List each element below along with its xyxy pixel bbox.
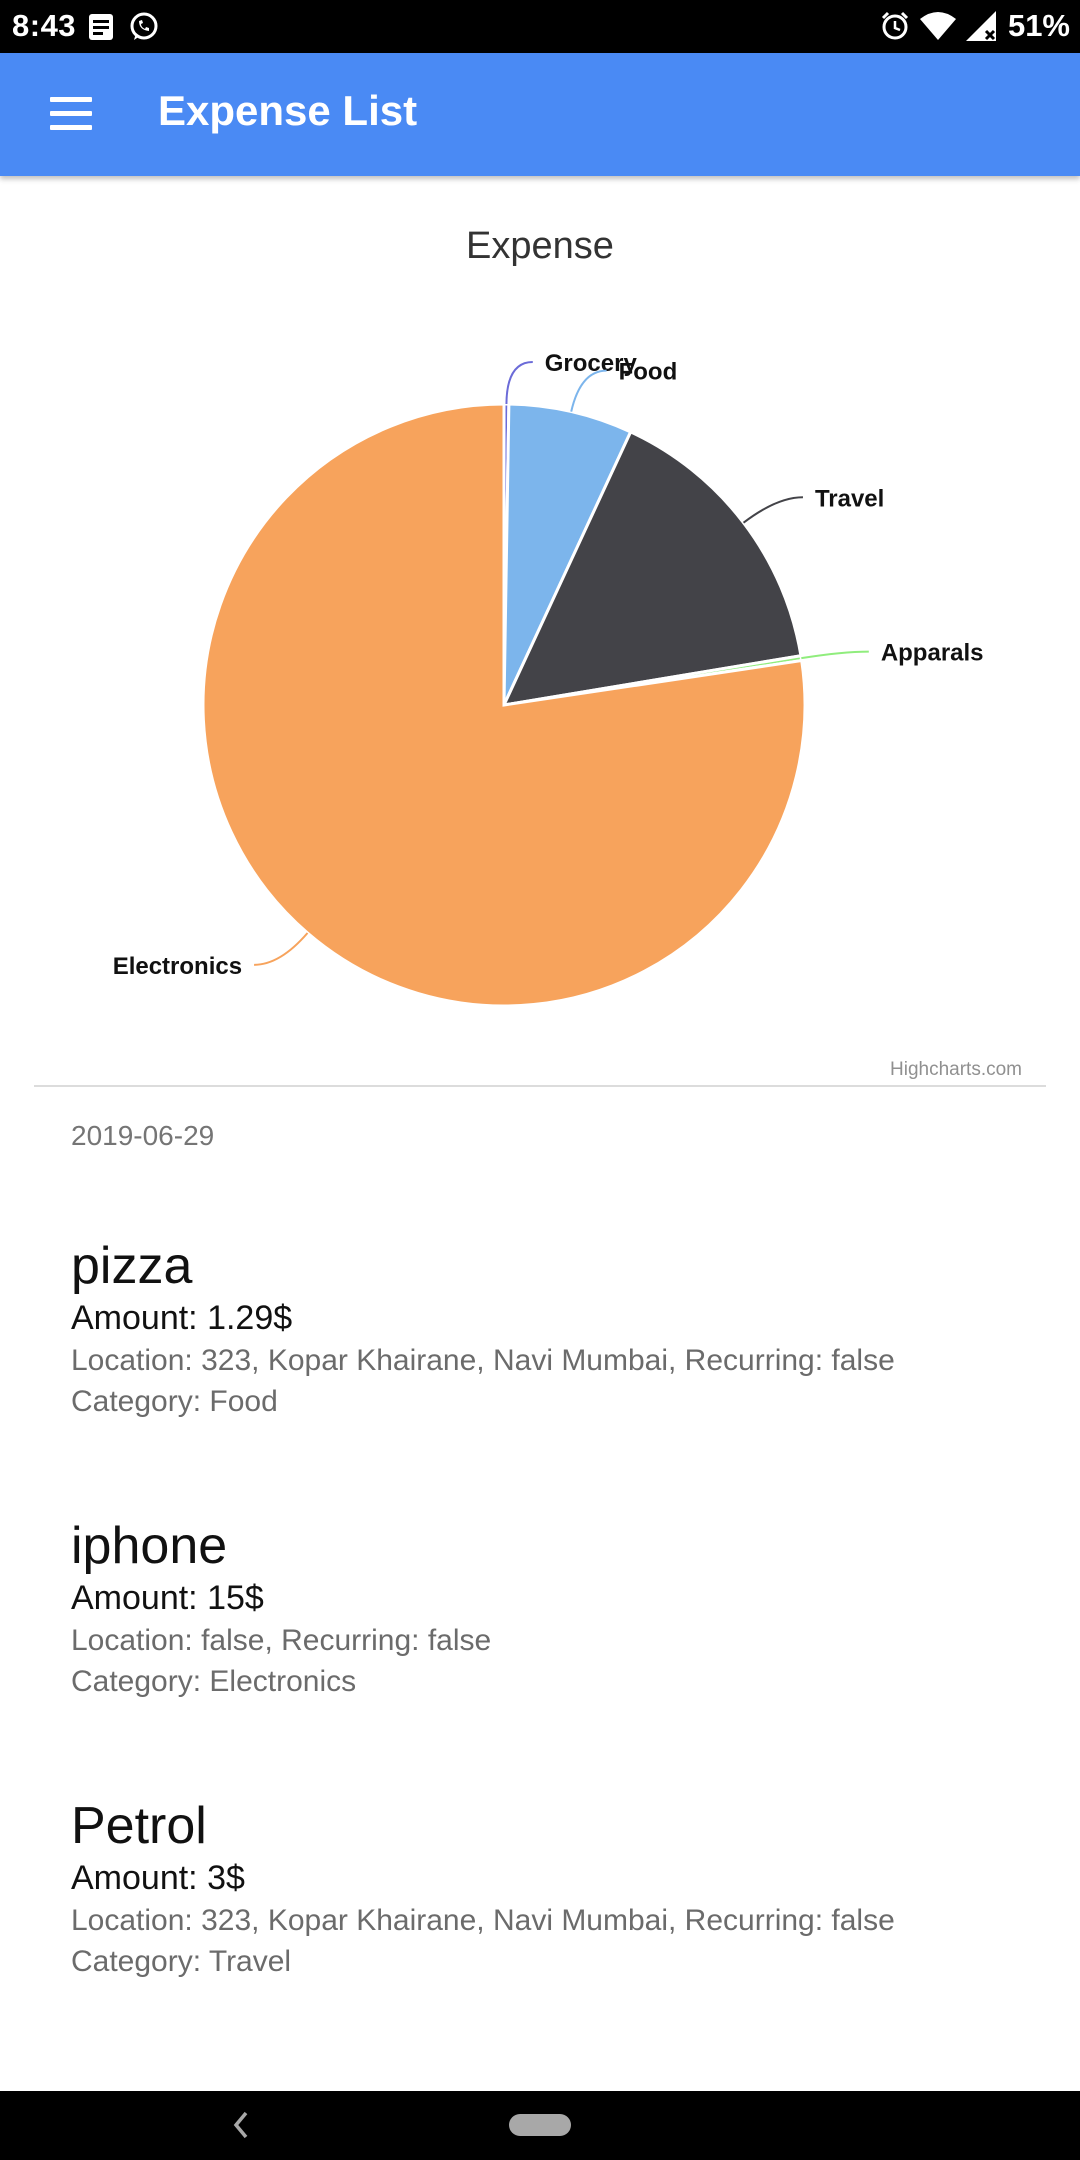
expense-name: pizza	[71, 1237, 193, 1295]
expense-amount: Amount: 3$	[71, 1859, 245, 1897]
pie-label-apparals: Apparals	[881, 640, 984, 667]
expense-item[interactable]: pizza Amount: 1.29$ Location: 323, Kopar…	[71, 1236, 1031, 1422]
expense-pie-chart: Expense Grocery Food Travel Apparals Electro…	[0, 176, 1080, 1088]
whatsapp-icon	[130, 12, 158, 40]
expense-location: Location: false, Recurring: false	[71, 1624, 492, 1657]
expense-item[interactable]: iphone Amount: 15$ Location: false, Recu…	[71, 1516, 1031, 1702]
page-title: Expense List	[158, 87, 418, 134]
status-time: 8:43	[12, 8, 77, 43]
pie-slice-food[interactable]	[502, 402, 633, 706]
pie-connector-travel	[742, 496, 803, 524]
expense-name: iphone	[71, 1517, 228, 1575]
home-pill-icon[interactable]	[509, 2114, 571, 2136]
pie-label-electronics: Electronics	[113, 953, 242, 980]
pie-label-travel: Travel	[815, 485, 884, 512]
expense-location: Location: 323, Kopar Khairane, Navi Mumb…	[71, 1904, 895, 1937]
pie-connector-food	[570, 369, 607, 412]
pie-slice-travel[interactable]	[501, 429, 803, 707]
hamburger-menu-icon[interactable]	[42, 91, 98, 139]
app-bar: Expense List	[0, 53, 1080, 176]
signal-icon	[965, 11, 996, 41]
status-bar: 8:43 51%	[0, 0, 1080, 53]
expense-amount: Amount: 15$	[71, 1579, 264, 1617]
pie-slices	[201, 402, 807, 1008]
alarm-icon	[881, 11, 909, 40]
expense-category: Category: Food	[71, 1385, 278, 1418]
back-chevron-icon[interactable]	[230, 2109, 252, 2141]
expense-name: Petrol	[71, 1797, 207, 1855]
status-left-icons	[88, 11, 160, 43]
expense-category: Category: Electronics	[71, 1665, 357, 1698]
expense-location: Location: 323, Kopar Khairane, Navi Mumb…	[71, 1344, 895, 1377]
status-right: 51%	[880, 8, 1070, 44]
expense-item[interactable]: Petrol Amount: 3$ Location: 323, Kopar K…	[71, 1796, 1031, 1982]
pie-connector-electronics	[254, 932, 309, 966]
chart-divider	[34, 1085, 1046, 1087]
pie-label-grocery: Grocery	[545, 350, 638, 377]
notes-icon	[89, 14, 113, 40]
navigation-bar	[0, 2091, 1080, 2160]
pie-connector-grocery	[505, 361, 533, 405]
chart-credits[interactable]: Highcharts.com	[890, 1059, 1022, 1080]
pie-connector-apparals	[801, 650, 869, 660]
expense-category: Category: Travel	[71, 1945, 292, 1978]
expense-amount: Amount: 1.29$	[71, 1299, 293, 1337]
chart-title: Expense	[466, 225, 614, 267]
date-header: 2019-06-29	[71, 1120, 215, 1151]
wifi-icon	[919, 12, 956, 40]
battery-percent: 51%	[1007, 8, 1070, 43]
pie-label-food: Food	[619, 359, 678, 386]
